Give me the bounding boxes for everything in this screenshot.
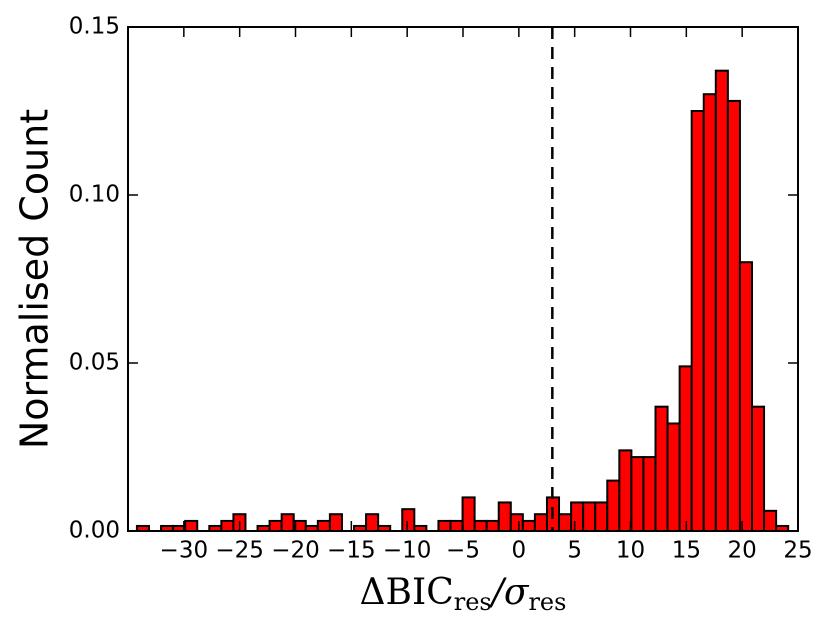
bar (449, 519, 464, 532)
x-tick-label: −10 (383, 538, 432, 564)
bar (750, 405, 766, 532)
bar (473, 519, 488, 532)
bar (328, 513, 343, 533)
bar (582, 501, 597, 533)
x-tick-label: 25 (783, 538, 812, 564)
bar (738, 261, 753, 532)
x-tick-label: −15 (327, 538, 376, 564)
bar (497, 501, 512, 533)
bar (461, 496, 476, 532)
bar (509, 513, 524, 533)
bar (268, 519, 283, 532)
y-tick-label: 0.00 (69, 518, 120, 544)
x-label-part: ΔBIC (360, 572, 454, 613)
bar (690, 110, 705, 532)
bar (220, 519, 235, 532)
bar (570, 501, 585, 533)
bar (365, 513, 380, 533)
bar (485, 519, 500, 532)
bar (763, 509, 778, 532)
x-label-sub: res (454, 588, 492, 616)
x-tick-label: 5 (567, 538, 582, 564)
x-tick-label: −25 (215, 538, 264, 564)
x-tick-label: −20 (271, 538, 320, 564)
x-tick-label: −5 (446, 538, 480, 564)
y-axis-label: Normalised Count (13, 109, 57, 449)
x-tick-label: 0 (512, 538, 527, 564)
bar (630, 456, 645, 532)
bar (558, 513, 573, 533)
y-tick-label: 0.15 (69, 14, 120, 40)
bar (280, 513, 295, 533)
x-axis-label: ΔBICres/σres (360, 572, 567, 616)
bar (594, 501, 609, 533)
x-tick-label: 20 (728, 538, 757, 564)
bar (654, 405, 669, 532)
bar (533, 513, 548, 533)
bar (401, 508, 416, 533)
bar (642, 456, 657, 532)
bar (437, 519, 452, 532)
bar (606, 479, 621, 533)
x-label-sub: res (528, 588, 566, 616)
bar (714, 69, 729, 533)
bar (678, 365, 693, 532)
y-tick-label: 0.05 (69, 350, 120, 376)
x-label-part: /σ (489, 572, 530, 613)
bar (666, 422, 681, 533)
y-tick-label: 0.10 (69, 182, 120, 208)
bar (726, 99, 741, 532)
bar (316, 519, 331, 532)
x-tick-label: −30 (160, 538, 209, 564)
x-tick-label: 10 (616, 538, 645, 564)
bar (521, 519, 536, 532)
x-tick-label: 15 (672, 538, 701, 564)
bar (618, 449, 633, 532)
bar (702, 93, 717, 532)
bar (184, 519, 199, 532)
